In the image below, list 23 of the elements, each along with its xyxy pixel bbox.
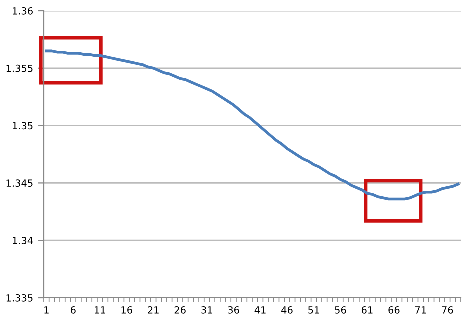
line-series xyxy=(45,50,460,201)
x-tick-label: 51 xyxy=(308,306,320,314)
x-tick-label: 56 xyxy=(335,306,346,314)
y-tick-label: 1.36 xyxy=(13,7,33,15)
x-tick-label: 76 xyxy=(442,306,454,314)
x-tick-label: 26 xyxy=(174,306,186,314)
x-tick-label: 41 xyxy=(254,306,266,314)
y-tick-label: 1.335 xyxy=(6,294,33,302)
x-tick-label: 21 xyxy=(148,306,159,314)
x-tick-label: 16 xyxy=(122,306,132,314)
x-tick-label: 31 xyxy=(202,306,212,314)
x-tick-label: 36 xyxy=(228,306,240,314)
y-tick-label: 1.35 xyxy=(13,122,33,130)
y-tick-label: 1.34 xyxy=(13,237,34,244)
x-tick-label: 71 xyxy=(416,306,426,314)
x-tick-label: 11 xyxy=(95,306,106,314)
x-tick-label: 61 xyxy=(362,306,373,314)
x-tick-label: 46 xyxy=(282,306,293,314)
x-tick-label: 66 xyxy=(388,306,400,314)
y-tick-label: 1.355 xyxy=(6,64,33,72)
x-tick-label: 6 xyxy=(70,306,76,314)
y-tick-label: 1.345 xyxy=(6,180,33,188)
x-tick-label: 1 xyxy=(44,306,49,314)
